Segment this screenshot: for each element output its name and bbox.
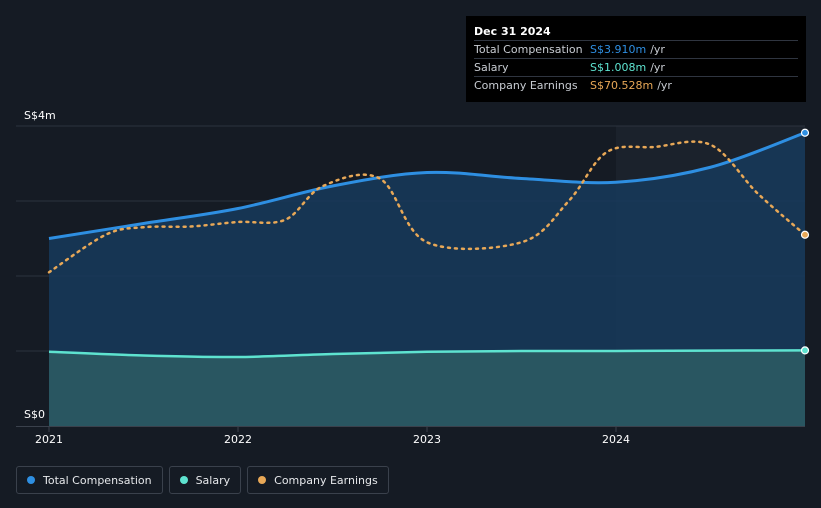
legend: Total Compensation Salary Company Earnin… (16, 466, 389, 494)
tooltip-value: S$3.910m (590, 43, 647, 56)
tooltip-row-company-earnings: Company Earnings S$70.528m /yr (474, 76, 798, 94)
salary-line (48, 349, 806, 359)
x-tick-label-2024: 2024 (602, 433, 630, 446)
company-earnings-line (47, 140, 807, 274)
tooltip-unit: /yr (657, 79, 672, 92)
tooltip-label: Total Compensation (474, 43, 583, 56)
tooltip-row-total-compensation: Total Compensation S$3.910m /yr (474, 40, 798, 58)
tooltip-label: Salary (474, 61, 509, 74)
end-markers (800, 128, 810, 355)
total-compensation-line (48, 131, 806, 240)
total-compensation-end-marker (800, 128, 810, 137)
legend-dot-icon (258, 476, 267, 484)
legend-item-company-earnings[interactable]: Company Earnings (247, 466, 389, 494)
legend-dot-icon (27, 476, 35, 484)
y-axis-min-label: S$0 (24, 408, 45, 421)
legend-label: Salary (195, 473, 231, 487)
x-tick-label-2021: 2021 (35, 433, 63, 446)
tooltip-unit: /yr (650, 61, 665, 74)
tooltip-date: Dec 31 2024 (474, 25, 551, 38)
tooltip-unit: /yr (650, 43, 665, 56)
tooltip-label: Company Earnings (474, 79, 578, 92)
legend-item-salary[interactable]: Salary (168, 466, 242, 494)
company-earnings-end-marker (800, 230, 810, 239)
tooltip-value: S$70.528m (590, 79, 654, 92)
legend-label: Company Earnings (274, 473, 378, 487)
salary-area (49, 350, 805, 426)
x-tick-label-2023: 2023 (413, 433, 441, 446)
legend-dot-icon (179, 476, 188, 484)
x-axis: 2021 2022 2023 2024 (35, 426, 630, 446)
y-axis-max-label: S$4m (24, 109, 56, 122)
legend-item-total-compensation[interactable]: Total Compensation (16, 466, 163, 494)
tooltip-row-salary: Salary S$1.008m /yr (474, 58, 798, 76)
legend-label: Total Compensation (43, 473, 152, 487)
salary-end-marker (800, 346, 810, 355)
x-tick-label-2022: 2022 (224, 433, 252, 446)
tooltip: Dec 31 2024 Total Compensation S$3.910m … (466, 16, 806, 102)
tooltip-value: S$1.008m (590, 61, 647, 74)
